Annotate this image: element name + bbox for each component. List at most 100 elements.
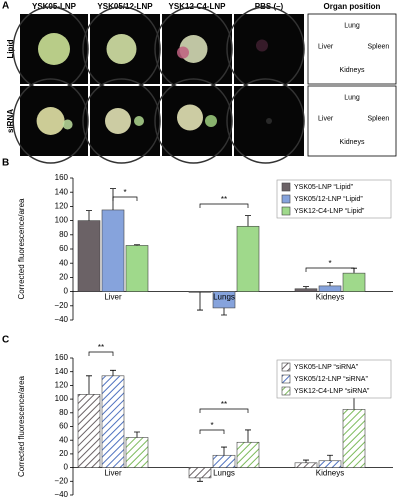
organ-glow [36,107,65,135]
y-tick-label: 120 [55,381,69,390]
dish-edge [226,78,305,164]
significance-label: * [210,421,213,430]
organ-glow [106,34,137,64]
dish-edge [154,78,233,164]
row-label: Lipid [6,39,15,58]
error-bar [221,446,227,456]
y-tick-label: 0 [64,463,69,472]
legend-label: YSK05/12-LNP “siRNA” [294,376,368,383]
bar [294,462,318,468]
y-tick-label: 120 [55,202,69,211]
y-tick-label: 100 [55,216,69,225]
bar [236,225,260,292]
panel-label: C [2,335,9,346]
y-tick-label: 80 [59,230,68,239]
y-tick-label: 0 [64,287,69,296]
organ-label: Liver [318,44,334,51]
y-tick-label: 60 [59,422,68,431]
y-tick-label: 60 [59,244,68,253]
organ-label: Kidneys [340,139,365,146]
y-tick-label: 40 [59,435,68,444]
bar [101,209,125,292]
y-tick-label: −20 [54,301,68,310]
bar [342,409,366,468]
organ-image [234,14,304,84]
legend-label: YSK05-LNP “siRNA” [294,364,359,371]
organ-glow [177,46,189,59]
bar [294,288,318,292]
x-tick-label: Lungs [213,469,235,478]
organ-label: Liver [318,116,334,123]
x-tick-label: Lungs [213,293,235,302]
organ-label: Lung [344,95,360,102]
bar [236,441,260,468]
significance-bracket [88,351,114,356]
legend-box [276,179,392,219]
panel-label: B [2,158,9,169]
legend-swatch [281,194,291,204]
bar [77,394,101,468]
y-axis-label: Corrected fluorescence/area [17,198,26,299]
error-bar [86,375,92,395]
y-tick-label: −40 [54,315,68,324]
panel-label: A [2,1,9,12]
significance-label: ** [221,400,227,409]
bar [188,467,212,479]
significance-bracket [305,267,355,272]
organ-glow [205,115,217,127]
organ-label: Spleen [368,44,390,51]
bar [318,285,342,292]
significance-bracket [199,408,249,413]
organ-label: Spleen [368,116,390,123]
bar [318,460,342,468]
legend-swatch [281,362,291,372]
organ-position-box [307,13,397,85]
bar [125,437,149,468]
error-bar [303,459,309,463]
bar [188,291,212,293]
error-bar [327,281,333,286]
y-axis-label: Corrected fluorescence/area [17,375,26,476]
significance-bracket [199,429,225,434]
organ-glow [266,118,272,124]
error-bar [134,431,140,438]
y-tick-label: 20 [59,273,68,282]
significance-label: ** [221,195,227,204]
organ-label: Kidneys [340,67,365,74]
error-bar [245,215,251,227]
legend-label: YSK12-C4-LNP “Lipid” [294,208,365,215]
column-header: Organ position [324,2,381,11]
row-label: siRNA [6,109,15,133]
error-bar [197,292,203,311]
x-tick-label: Kidneys [316,469,344,478]
x-tick-label: Liver [104,469,122,478]
y-tick-label: 20 [59,449,68,458]
organ-glow [256,39,268,52]
significance-bracket [112,196,138,201]
legend-swatch [281,206,291,216]
error-bar [134,244,140,246]
dish-edge [12,78,89,164]
legend-swatch [281,386,291,396]
legend-label: YSK05/12-LNP “Lipid” [294,196,363,203]
organ-glow [105,108,131,134]
bar [101,375,125,468]
error-bar [327,454,333,461]
organ-glow [134,116,144,126]
bar [125,245,149,292]
dish-edge [82,78,161,164]
error-bar [303,286,309,289]
organ-glow [38,33,70,65]
significance-bracket [199,203,249,208]
error-bar [110,369,116,376]
error-bar [221,307,227,316]
legend-box [276,359,392,399]
error-bar [245,429,251,443]
significance-label: ** [98,343,104,352]
x-tick-label: Liver [104,293,122,302]
organ-position-box [307,85,397,157]
y-tick-label: 100 [55,394,69,403]
y-tick-label: 140 [55,367,69,376]
legend-label: YSK05-LNP “Lipid” [294,184,354,191]
